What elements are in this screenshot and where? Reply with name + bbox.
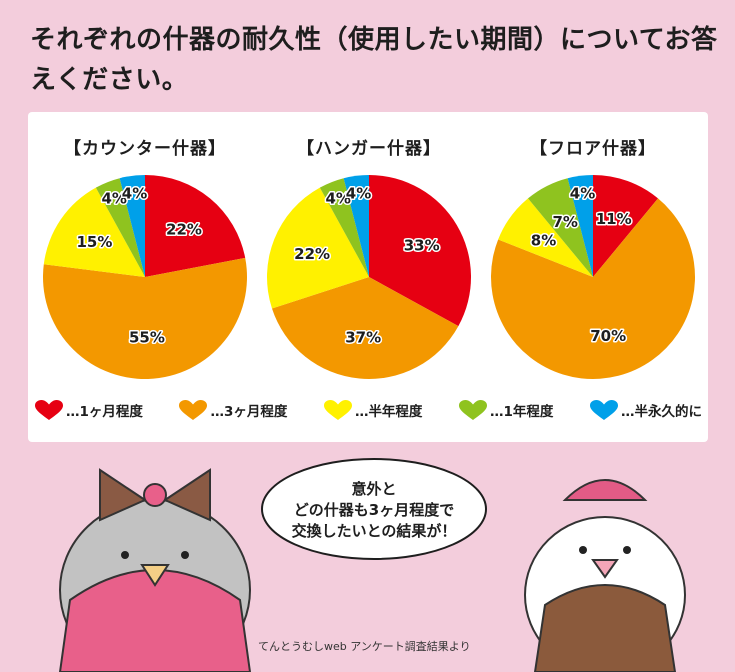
pie-slice-1年程度 <box>527 178 593 277</box>
slice-label: 70% <box>590 327 626 345</box>
slice-label: 4% <box>101 190 126 208</box>
legend-label: …3ヶ月程度 <box>210 404 288 420</box>
pie-slice-半年程度 <box>498 198 593 277</box>
legend-item-permanent: …半永久的に <box>589 399 702 421</box>
slice-label: 4% <box>346 185 371 203</box>
question-heading: それぞれの什器の耐久性（使用したい期間）についてお答えください。 <box>30 25 718 95</box>
pie-slice-1ヶ月程度 <box>145 175 246 277</box>
slice-label: 4% <box>325 190 350 208</box>
floor-fixture-chart: 【フロア什器】 11% 70% 8% 7% 4% <box>480 112 706 379</box>
mascot-bird-right <box>524 479 686 672</box>
pie-slice-3ヶ月程度 <box>491 198 695 379</box>
source-credit: てんとうむしweb アンケート調査結果より <box>258 640 471 653</box>
heart-icon <box>459 400 487 420</box>
chart-title-counter: 【カウンター什器】 <box>64 139 226 159</box>
pie-slice-半永久的に <box>567 175 593 277</box>
heart-icon <box>589 400 618 420</box>
heart-icon <box>179 400 208 420</box>
legend-item-1-year: …1年程度 <box>458 399 553 421</box>
slice-label: 55% <box>129 329 165 347</box>
heart-icon <box>35 400 63 420</box>
pie-slice-半年程度 <box>267 187 369 309</box>
legend-label: …1年程度 <box>490 404 554 420</box>
pie-floor: 11% 70% 8%7% 4% <box>491 175 695 379</box>
legend-label: …半年程度 <box>354 404 423 420</box>
pie-hanger: 33% 37% 22% 4%4% <box>267 175 471 379</box>
slice-label: 4% <box>122 185 147 203</box>
legend-item-3-months: …3ヶ月程度 <box>178 399 287 421</box>
pie-slice-1ヶ月程度 <box>369 175 471 327</box>
slice-label: 15% <box>76 233 112 251</box>
chart-title-hanger: 【ハンガー什器】 <box>297 139 441 159</box>
slice-label: 8% <box>531 232 556 250</box>
heart-icon <box>323 400 352 420</box>
legend-label: …1ヶ月程度 <box>66 404 143 420</box>
speech-bubble-shape <box>261 458 487 560</box>
counter-fixture-chart: 【カウンター什器】 22% 55% 15% 4% 4% <box>32 112 258 379</box>
mascot-bird-left <box>58 468 252 672</box>
legend: …1ヶ月程度 …3ヶ月程度 …半年程度 …1年程度 …半永久的に <box>34 399 702 421</box>
slice-label: 7% <box>552 213 577 231</box>
slice-label: 22% <box>166 220 202 238</box>
pie-slice-1ヶ月程度 <box>593 175 659 277</box>
slice-label: 37% <box>345 328 381 346</box>
chart-panel: 【カウンター什器】 22% 55% 15% 4% 4% 【ハンガー什器】 33% 37% 2… <box>28 112 708 442</box>
legend-item-1-month: …1ヶ月程度 <box>34 399 143 421</box>
pie-slice-3ヶ月程度 <box>271 277 459 379</box>
pie-slice-半永久的に <box>119 175 145 277</box>
pie-slice-半年程度 <box>43 187 145 277</box>
legend-label: …半永久的に <box>620 404 702 420</box>
slice-label: 4% <box>570 185 595 203</box>
pie-slice-3ヶ月程度 <box>43 257 248 379</box>
legend-item-half-year: …半年程度 <box>323 399 423 421</box>
speech-bubble: 意外と どの什器も3ヶ月程度で 交換したいとの結果が！ <box>258 455 490 563</box>
slice-label: 11% <box>596 210 632 228</box>
pie-slice-1年程度 <box>319 178 369 277</box>
slice-label: 22% <box>294 245 330 263</box>
speech-text: 意外と どの什器も3ヶ月程度で 交換したいとの結果が！ <box>291 480 457 540</box>
slice-label: 33% <box>404 236 440 254</box>
chart-title-floor: 【フロア什器】 <box>530 139 656 159</box>
hanger-fixture-chart: 【ハンガー什器】 33% 37% 22% 4% 4% <box>256 112 482 379</box>
pie-counter: 22% 55% 15% 4%4% <box>43 175 248 379</box>
pie-slice-半永久的に <box>343 175 369 277</box>
pie-slice-1年程度 <box>95 178 145 277</box>
